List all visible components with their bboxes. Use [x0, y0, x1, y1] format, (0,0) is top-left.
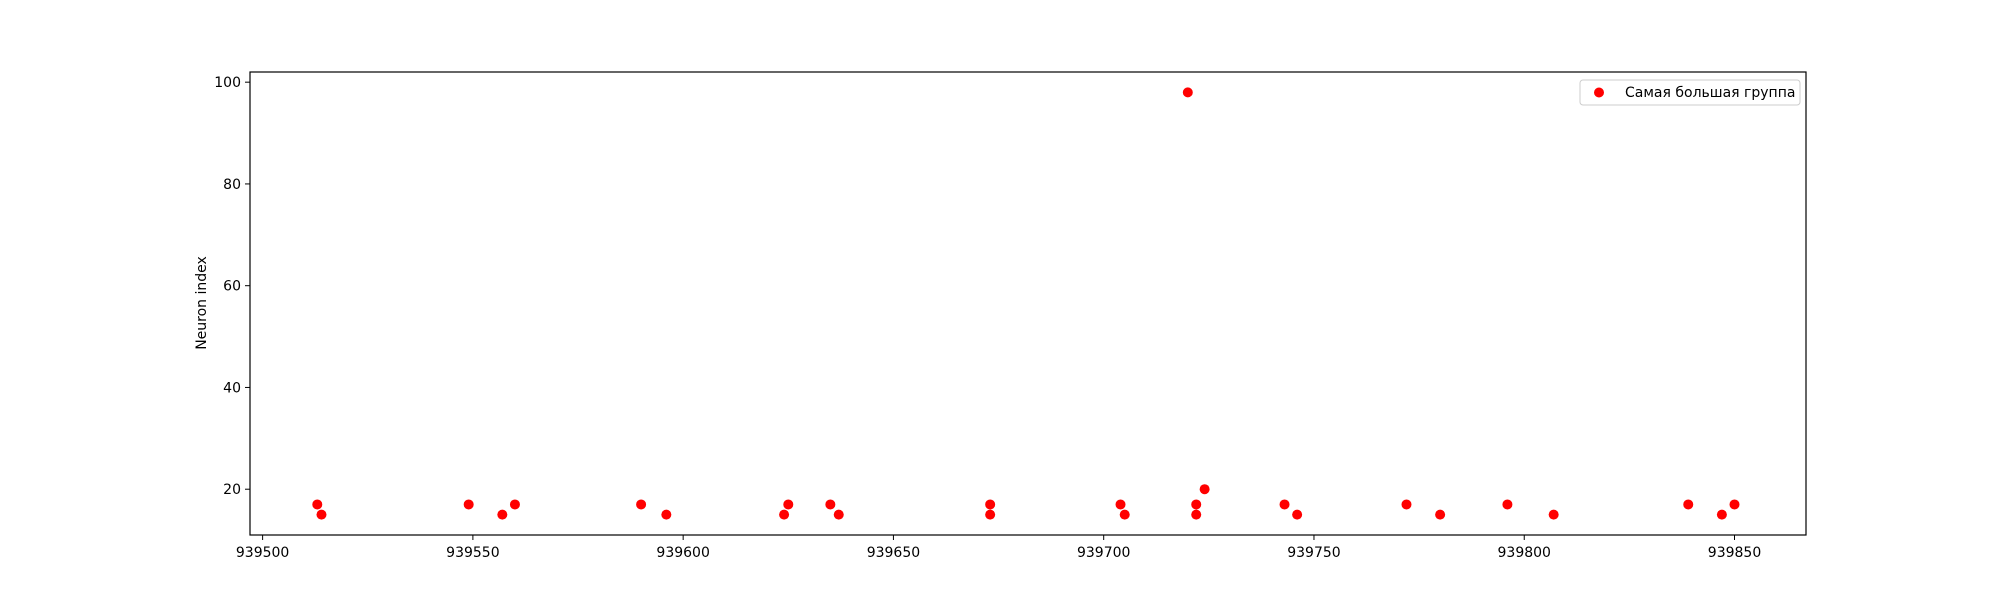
data-point [1435, 509, 1446, 520]
y-tick-label: 80 [223, 177, 241, 193]
data-point [497, 509, 508, 520]
data-point [1502, 499, 1513, 510]
data-point [825, 499, 836, 510]
x-tick-label: 939500 [236, 545, 289, 561]
plot-frame [249, 71, 1807, 536]
legend-box [1579, 79, 1801, 106]
y-axis-label: Neuron index [194, 256, 210, 350]
data-point [1182, 87, 1193, 98]
x-tick-label: 939550 [446, 545, 499, 561]
data-point [316, 509, 327, 520]
data-point [463, 499, 474, 510]
y-axis-ticks: 20 40 60 80 100 [214, 75, 250, 498]
data-point [1115, 499, 1126, 510]
y-tick-label: 60 [223, 279, 241, 295]
data-point [1729, 499, 1740, 510]
data-point [1191, 499, 1202, 510]
x-tick-label: 939650 [867, 545, 920, 561]
x-tick-label: 939800 [1498, 545, 1551, 561]
data-point [1716, 509, 1727, 520]
data-point [636, 499, 647, 510]
data-point [779, 509, 790, 520]
y-tick-label: 40 [223, 380, 241, 396]
data-point [833, 509, 844, 520]
data-point [312, 499, 323, 510]
data-point [1401, 499, 1412, 510]
data-points [312, 87, 1740, 520]
x-tick-label: 939600 [656, 545, 709, 561]
data-point [783, 499, 794, 510]
data-point [1199, 484, 1210, 495]
data-point [661, 509, 672, 520]
data-point [1292, 509, 1303, 520]
legend-label: Самая большая группа [1625, 85, 1795, 101]
legend: Самая большая группа [1579, 79, 1801, 106]
data-point [1548, 509, 1559, 520]
data-point [1191, 509, 1202, 520]
legend-marker [1594, 87, 1604, 98]
data-point [1683, 499, 1694, 510]
y-tick-label: 100 [214, 75, 241, 91]
data-point [1279, 499, 1290, 510]
data-point [1119, 509, 1130, 520]
x-tick-label: 939700 [1077, 545, 1130, 561]
data-point [985, 509, 996, 520]
data-point [509, 499, 520, 510]
x-axis-ticks: 939500 939550 939600 939650 939700 939750 9398… [236, 535, 1761, 561]
x-tick-label: 939850 [1708, 545, 1761, 561]
x-tick-label: 939750 [1287, 545, 1340, 561]
data-point [985, 499, 996, 510]
y-tick-label: 20 [223, 482, 241, 498]
